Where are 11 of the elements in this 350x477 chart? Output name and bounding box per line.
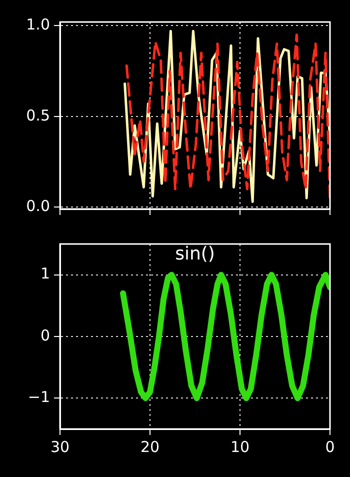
y-tick-label: 0.0: [26, 197, 50, 216]
x-tick-label: 10: [230, 438, 250, 456]
y-tick-label: 1.0: [26, 16, 50, 34]
chart-title: sin(): [175, 244, 215, 265]
y-tick-label: 0: [40, 326, 50, 344]
y-tick-label: −1: [28, 388, 50, 406]
x-tick-label: 30: [50, 438, 70, 456]
x-tick-label: 0: [325, 438, 335, 456]
y-tick-label: 1: [40, 264, 50, 283]
y-tick-label: 0.5: [26, 106, 50, 124]
x-tick-label: 20: [140, 438, 160, 456]
